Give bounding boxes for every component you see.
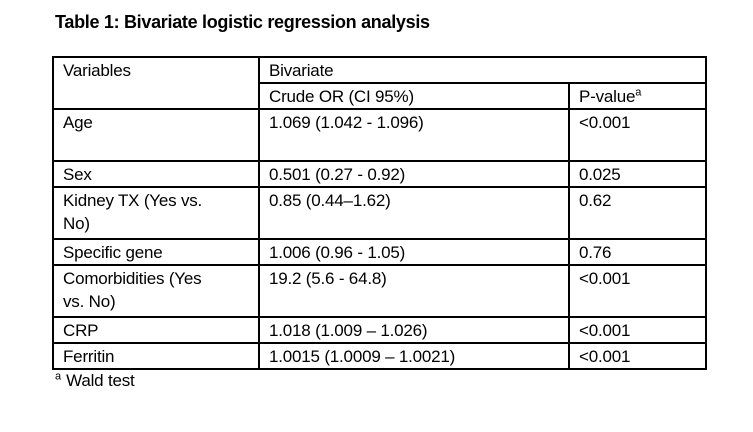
cell-crude-or: 1.018 (1.009 – 1.026) bbox=[258, 316, 570, 344]
cell-crude-or: 1.0015 (1.0009 – 1.0021) bbox=[258, 342, 570, 370]
table-row-specific-gene: Specific gene 1.006 (0.96 - 1.05) 0.76 bbox=[52, 238, 707, 266]
header-cell-crude-or: Crude OR (CI 95%) bbox=[258, 82, 570, 110]
cell-p-value: <0.001 bbox=[568, 342, 707, 370]
header-cell-p-value: P-valuea bbox=[568, 82, 707, 110]
cell-variable: CRP bbox=[52, 316, 260, 344]
header-cell-variables: Variables bbox=[52, 56, 260, 110]
regression-table: Variables Bivariate Crude OR (CI 95%) P-… bbox=[52, 56, 707, 370]
cell-variable: Ferritin bbox=[52, 342, 260, 370]
table-row-age: Age 1.069 (1.042 - 1.096) <0.001 bbox=[52, 108, 707, 162]
table-row-ferritin: Ferritin 1.0015 (1.0009 – 1.0021) <0.001 bbox=[52, 342, 707, 370]
cell-variable: Comorbidities (Yes vs. No) bbox=[52, 264, 260, 318]
table-row-comorbidities: Comorbidities (Yes vs. No) 19.2 (5.6 - 6… bbox=[52, 264, 707, 318]
header-cell-bivariate: Bivariate bbox=[258, 56, 707, 84]
cell-p-value: 0.76 bbox=[568, 238, 707, 266]
cell-variable: Age bbox=[52, 108, 260, 162]
footnote: a Wald test bbox=[55, 371, 135, 391]
table-caption: Table 1: Bivariate logistic regression a… bbox=[55, 12, 430, 32]
cell-crude-or: 19.2 (5.6 - 64.8) bbox=[258, 264, 570, 318]
footnote-superscript: a bbox=[55, 370, 62, 383]
p-value-superscript: a bbox=[635, 86, 642, 99]
cell-crude-or: 0.85 (0.44–1.62) bbox=[258, 186, 570, 240]
cell-p-value: 0.62 bbox=[568, 186, 707, 240]
cell-p-value: <0.001 bbox=[568, 264, 707, 318]
cell-variable: Sex bbox=[52, 160, 260, 188]
header-row-1: Variables Bivariate bbox=[52, 56, 707, 110]
cell-p-value: <0.001 bbox=[568, 108, 707, 162]
cell-crude-or: 0.501 (0.27 - 0.92) bbox=[258, 160, 570, 188]
cell-crude-or: 1.006 (0.96 - 1.05) bbox=[258, 238, 570, 266]
header-row-2: Crude OR (CI 95%) P-valuea bbox=[53, 82, 707, 110]
cell-variable: Specific gene bbox=[52, 238, 260, 266]
table-row-sex: Sex 0.501 (0.27 - 0.92) 0.025 bbox=[52, 160, 707, 188]
table-row-kidney-tx: Kidney TX (Yes vs. No) 0.85 (0.44–1.62) … bbox=[52, 186, 707, 240]
cell-p-value: 0.025 bbox=[568, 160, 707, 188]
cell-p-value: <0.001 bbox=[568, 316, 707, 344]
cell-crude-or: 1.069 (1.042 - 1.096) bbox=[258, 108, 570, 162]
footnote-text: Wald test bbox=[66, 371, 135, 390]
cell-variable: Kidney TX (Yes vs. No) bbox=[52, 186, 260, 240]
p-value-label: P-value bbox=[579, 87, 636, 106]
table-row-crp: CRP 1.018 (1.009 – 1.026) <0.001 bbox=[52, 316, 707, 344]
